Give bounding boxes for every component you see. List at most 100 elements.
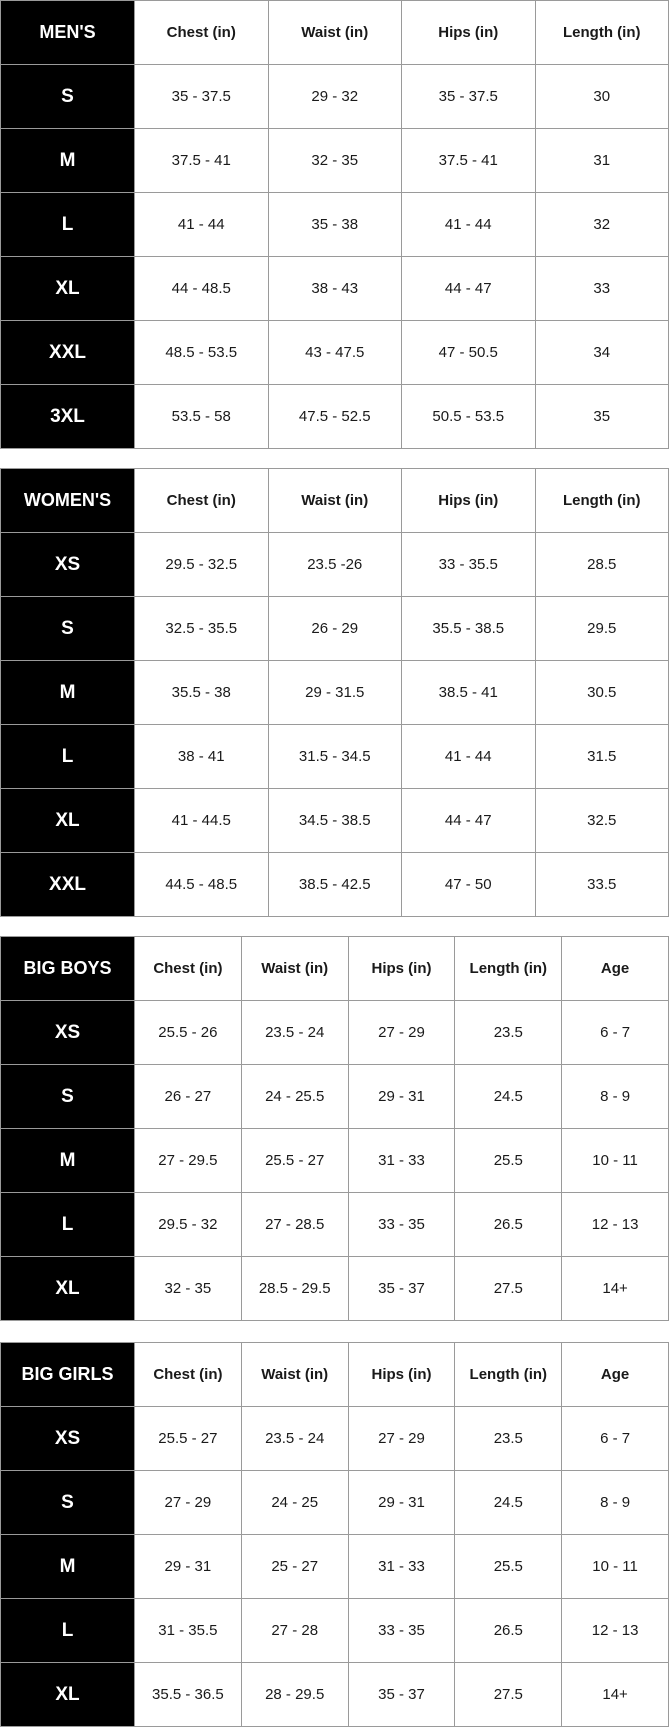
measurement-cell: 23.5 xyxy=(454,1406,563,1471)
table-row: XL 44 - 48.5 38 - 43 44 - 47 33 xyxy=(0,256,669,321)
measurement-cell: 26.5 xyxy=(454,1598,563,1663)
column-header-hips-in: Hips (in) xyxy=(347,936,456,1001)
table-title: MEN'S xyxy=(0,0,135,65)
column-header-age: Age xyxy=(561,1342,669,1407)
measurement-cell: 41 - 44 xyxy=(401,724,536,789)
size-label: S xyxy=(0,1064,135,1129)
table-row: XXL 44.5 - 48.5 38.5 - 42.5 47 - 50 33.5 xyxy=(0,852,669,917)
measurement-cell: 10 - 11 xyxy=(561,1128,669,1193)
measurement-cell: 14+ xyxy=(561,1256,669,1321)
measurement-cell: 26 - 29 xyxy=(267,596,402,661)
table-row: XL 32 - 35 28.5 - 29.5 35 - 37 27.5 14+ xyxy=(0,1256,669,1321)
measurement-cell: 26.5 xyxy=(454,1192,563,1257)
measurement-cell: 25.5 - 26 xyxy=(134,1000,242,1065)
column-header-length-in: Length (in) xyxy=(534,468,669,533)
table-header-row: BIG GIRLS Chest (in) Waist (in) Hips (in) Le… xyxy=(0,1342,669,1407)
measurement-cell: 35 xyxy=(534,384,669,449)
column-header-waist-in: Waist (in) xyxy=(267,468,402,533)
size-label: M xyxy=(0,1128,135,1193)
measurement-cell: 12 - 13 xyxy=(561,1192,669,1257)
measurement-cell: 23.5 - 24 xyxy=(240,1000,349,1065)
measurement-cell: 25.5 - 27 xyxy=(134,1406,242,1471)
table-row: S 27 - 29 24 - 25 29 - 31 24.5 8 - 9 xyxy=(0,1470,669,1535)
size-label: XL xyxy=(0,1256,135,1321)
measurement-cell: 27 - 28.5 xyxy=(240,1192,349,1257)
table-header-row: BIG BOYS Chest (in) Waist (in) Hips (in) Len… xyxy=(0,936,669,1001)
measurement-cell: 33 - 35 xyxy=(347,1598,456,1663)
measurement-cell: 33.5 xyxy=(534,852,669,917)
size-label: L xyxy=(0,724,135,789)
measurement-cell: 43 - 47.5 xyxy=(267,320,402,385)
table-row: XS 25.5 - 27 23.5 - 24 27 - 29 23.5 6 - 7 xyxy=(0,1406,669,1471)
measurement-cell: 33 - 35.5 xyxy=(401,532,536,597)
measurement-cell: 29 - 32 xyxy=(267,64,402,129)
size-label: XXL xyxy=(0,852,135,917)
table-row: S 35 - 37.5 29 - 32 35 - 37.5 30 xyxy=(0,64,669,129)
measurement-cell: 32 - 35 xyxy=(267,128,402,193)
column-header-chest-in: Chest (in) xyxy=(134,936,242,1001)
measurement-cell: 47 - 50 xyxy=(401,852,536,917)
measurement-cell: 35 - 37.5 xyxy=(134,64,269,129)
measurement-cell: 41 - 44.5 xyxy=(134,788,269,853)
measurement-cell: 29.5 - 32 xyxy=(134,1192,242,1257)
measurement-cell: 44.5 - 48.5 xyxy=(134,852,269,917)
measurement-cell: 35 - 37 xyxy=(347,1662,456,1727)
table-row: L 31 - 35.5 27 - 28 33 - 35 26.5 12 - 13 xyxy=(0,1598,669,1663)
table-row: XS 25.5 - 26 23.5 - 24 27 - 29 23.5 6 - 7 xyxy=(0,1000,669,1065)
measurement-cell: 50.5 - 53.5 xyxy=(401,384,536,449)
size-label: XL xyxy=(0,788,135,853)
table-row: XXL 48.5 - 53.5 43 - 47.5 47 - 50.5 34 xyxy=(0,320,669,385)
measurement-cell: 25.5 xyxy=(454,1128,563,1193)
size-label: XXL xyxy=(0,320,135,385)
measurement-cell: 31.5 xyxy=(534,724,669,789)
measurement-cell: 27.5 xyxy=(454,1662,563,1727)
measurement-cell: 32 - 35 xyxy=(134,1256,242,1321)
measurement-cell: 44 - 47 xyxy=(401,256,536,321)
measurement-cell: 24.5 xyxy=(454,1470,563,1535)
measurement-cell: 31 xyxy=(534,128,669,193)
column-header-chest-in: Chest (in) xyxy=(134,0,269,65)
measurement-cell: 38.5 - 42.5 xyxy=(267,852,402,917)
column-header-waist-in: Waist (in) xyxy=(240,936,349,1001)
measurement-cell: 31 - 35.5 xyxy=(134,1598,242,1663)
column-header-chest-in: Chest (in) xyxy=(134,1342,242,1407)
table-row: M 29 - 31 25 - 27 31 - 33 25.5 10 - 11 xyxy=(0,1534,669,1599)
size-label: L xyxy=(0,1192,135,1257)
measurement-cell: 31.5 - 34.5 xyxy=(267,724,402,789)
men-s-size-table: MEN'S Chest (in) Waist (in) Hips (in) Length… xyxy=(0,0,669,449)
measurement-cell: 29.5 - 32.5 xyxy=(134,532,269,597)
measurement-cell: 27 - 29 xyxy=(347,1000,456,1065)
column-header-length-in: Length (in) xyxy=(454,1342,563,1407)
measurement-cell: 35.5 - 36.5 xyxy=(134,1662,242,1727)
measurement-cell: 25.5 - 27 xyxy=(240,1128,349,1193)
size-label: M xyxy=(0,128,135,193)
measurement-cell: 33 - 35 xyxy=(347,1192,456,1257)
table-row: M 37.5 - 41 32 - 35 37.5 - 41 31 xyxy=(0,128,669,193)
measurement-cell: 38.5 - 41 xyxy=(401,660,536,725)
measurement-cell: 24.5 xyxy=(454,1064,563,1129)
measurement-cell: 34.5 - 38.5 xyxy=(267,788,402,853)
table-row: 3XL 53.5 - 58 47.5 - 52.5 50.5 - 53.5 35 xyxy=(0,384,669,449)
table-row: L 38 - 41 31.5 - 34.5 41 - 44 31.5 xyxy=(0,724,669,789)
column-header-hips-in: Hips (in) xyxy=(347,1342,456,1407)
measurement-cell: 25.5 xyxy=(454,1534,563,1599)
measurement-cell: 29 - 31 xyxy=(347,1470,456,1535)
measurement-cell: 29 - 31 xyxy=(347,1064,456,1129)
table-row: XL 35.5 - 36.5 28 - 29.5 35 - 37 27.5 14+ xyxy=(0,1662,669,1727)
measurement-cell: 41 - 44 xyxy=(134,192,269,257)
table-row: S 32.5 - 35.5 26 - 29 35.5 - 38.5 29.5 xyxy=(0,596,669,661)
measurement-cell: 23.5 - 24 xyxy=(240,1406,349,1471)
size-label: S xyxy=(0,64,135,129)
table-row: S 26 - 27 24 - 25.5 29 - 31 24.5 8 - 9 xyxy=(0,1064,669,1129)
measurement-cell: 38 - 43 xyxy=(267,256,402,321)
size-label: XS xyxy=(0,532,135,597)
size-label: M xyxy=(0,1534,135,1599)
measurement-cell: 32.5 - 35.5 xyxy=(134,596,269,661)
measurement-cell: 37.5 - 41 xyxy=(401,128,536,193)
measurement-cell: 30.5 xyxy=(534,660,669,725)
measurement-cell: 32 xyxy=(534,192,669,257)
big-girls-size-table: BIG GIRLS Chest (in) Waist (in) Hips (in) Le… xyxy=(0,1342,669,1727)
column-header-chest-in: Chest (in) xyxy=(134,468,269,533)
size-label: XL xyxy=(0,1662,135,1727)
measurement-cell: 28.5 xyxy=(534,532,669,597)
